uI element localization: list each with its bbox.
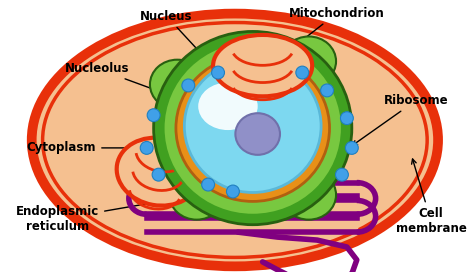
Ellipse shape: [346, 141, 358, 154]
Text: Cytoplasm: Cytoplasm: [27, 141, 159, 155]
Ellipse shape: [211, 66, 225, 79]
Ellipse shape: [117, 138, 201, 206]
Text: Cell
membrane: Cell membrane: [396, 159, 466, 235]
Ellipse shape: [169, 170, 224, 220]
Ellipse shape: [213, 35, 312, 96]
Ellipse shape: [202, 178, 215, 191]
Ellipse shape: [320, 84, 334, 97]
Ellipse shape: [150, 60, 204, 109]
Text: Mitochondrion: Mitochondrion: [286, 7, 385, 53]
Ellipse shape: [340, 112, 353, 124]
Ellipse shape: [198, 82, 258, 130]
Ellipse shape: [236, 113, 280, 155]
Ellipse shape: [182, 79, 195, 92]
Ellipse shape: [282, 170, 336, 220]
Ellipse shape: [184, 60, 321, 192]
Ellipse shape: [282, 37, 336, 86]
Text: Endoplasmic
reticulum: Endoplasmic reticulum: [16, 197, 179, 233]
Ellipse shape: [154, 31, 352, 225]
Ellipse shape: [227, 185, 239, 198]
Text: Nucleus: Nucleus: [140, 10, 225, 79]
Text: Ribosome: Ribosome: [352, 94, 448, 146]
Ellipse shape: [164, 41, 342, 215]
Ellipse shape: [152, 168, 165, 181]
Ellipse shape: [336, 168, 348, 181]
Ellipse shape: [32, 14, 438, 266]
Ellipse shape: [296, 66, 309, 79]
Ellipse shape: [140, 141, 153, 154]
Ellipse shape: [147, 109, 160, 122]
Ellipse shape: [176, 55, 329, 201]
Text: Nucleolus: Nucleolus: [65, 62, 234, 119]
